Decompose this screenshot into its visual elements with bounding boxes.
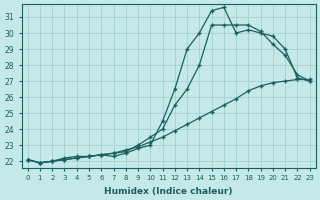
X-axis label: Humidex (Indice chaleur): Humidex (Indice chaleur) bbox=[104, 187, 233, 196]
